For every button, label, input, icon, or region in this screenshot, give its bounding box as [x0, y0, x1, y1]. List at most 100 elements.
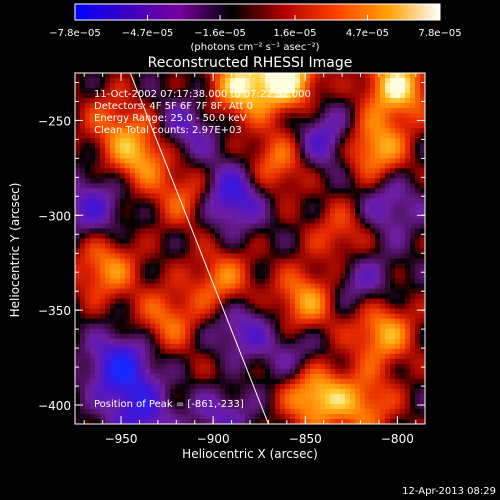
heatmap-cell — [370, 328, 376, 335]
heatmap-cell — [305, 238, 311, 244]
heatmap-cell — [300, 188, 306, 194]
heatmap-cell — [370, 288, 376, 295]
heatmap-cell — [415, 283, 421, 290]
heatmap-cell — [320, 148, 326, 154]
heatmap-cell — [365, 93, 371, 99]
heatmap-cell — [120, 168, 126, 174]
heatmap-cell — [340, 363, 346, 370]
heatmap-cell — [95, 123, 101, 129]
heatmap-cell — [270, 238, 276, 244]
heatmap-cell — [265, 293, 271, 300]
heatmap-cell — [335, 193, 341, 199]
heatmap-cell — [350, 288, 356, 295]
heatmap-cell — [405, 153, 411, 159]
heatmap-cell — [125, 223, 131, 229]
heatmap-cell — [180, 383, 186, 390]
heatmap-cell — [290, 238, 296, 244]
heatmap-cell — [95, 343, 101, 350]
heatmap-cell — [295, 263, 301, 269]
heatmap-cell — [220, 283, 226, 290]
heatmap-cell — [115, 178, 121, 184]
heatmap-cell — [340, 348, 346, 355]
heatmap-cell — [190, 173, 196, 179]
heatmap-cell — [315, 333, 321, 340]
heatmap-cell — [300, 113, 306, 119]
heatmap-cell — [405, 143, 411, 149]
heatmap-cell — [355, 143, 361, 149]
heatmap-cell — [290, 393, 296, 400]
heatmap-cell — [365, 208, 371, 214]
heatmap-cell — [365, 353, 371, 360]
heatmap-cell — [325, 293, 331, 300]
heatmap-cell — [165, 318, 171, 325]
heatmap-cell — [200, 183, 206, 189]
heatmap-cell — [100, 228, 106, 234]
heatmap-cell — [185, 368, 191, 375]
heatmap-cell — [270, 263, 276, 269]
heatmap-cell — [145, 183, 151, 189]
heatmap-cell — [315, 243, 321, 249]
heatmap-cell — [420, 253, 425, 259]
heatmap-cell — [105, 308, 111, 315]
heatmap-cell — [170, 113, 176, 119]
heatmap-cell — [300, 258, 306, 264]
heatmap-cell — [265, 213, 271, 219]
heatmap-cell — [190, 238, 196, 244]
heatmap-cell — [365, 303, 371, 310]
heatmap-cell — [195, 353, 201, 360]
heatmap-cell — [95, 223, 101, 229]
heatmap-cell — [320, 173, 326, 179]
heatmap-cell — [105, 378, 111, 385]
heatmap-cell — [305, 323, 311, 330]
heatmap-cell — [320, 88, 326, 94]
heatmap-cell — [185, 188, 191, 194]
heatmap-cell — [245, 158, 251, 164]
heatmap-cell — [420, 168, 425, 174]
heatmap-cell — [145, 328, 151, 335]
heatmap-cell — [110, 153, 116, 159]
heatmap-cell — [255, 188, 261, 194]
heatmap-cell — [390, 113, 396, 119]
heatmap-cell — [390, 193, 396, 199]
heatmap-cell — [290, 328, 296, 335]
heatmap-cell — [350, 413, 356, 420]
heatmap-cell — [275, 183, 281, 189]
heatmap-cell — [180, 413, 186, 420]
heatmap-cell — [400, 313, 406, 320]
heatmap-cell — [355, 253, 361, 259]
heatmap-cell — [365, 253, 371, 259]
heatmap-cell — [105, 273, 111, 279]
heatmap-cell — [240, 288, 246, 295]
heatmap-cell — [95, 158, 101, 164]
heatmap-cell — [235, 283, 241, 290]
heatmap-cell — [335, 383, 341, 390]
heatmap-cell — [370, 228, 376, 234]
heatmap-cell — [235, 168, 241, 174]
heatmap-cell — [235, 338, 241, 345]
heatmap-cell — [115, 163, 121, 169]
heatmap-cell — [205, 73, 211, 79]
heatmap-cell — [370, 243, 376, 249]
heatmap-cell — [110, 393, 116, 400]
heatmap-cell — [225, 188, 231, 194]
heatmap-cell — [325, 198, 331, 204]
heatmap-cell — [275, 308, 281, 315]
heatmap-cell — [160, 228, 166, 234]
heatmap-cell — [310, 243, 316, 249]
heatmap-cell — [145, 288, 151, 295]
heatmap-cell — [90, 383, 96, 390]
heatmap-cell — [110, 123, 116, 129]
heatmap-cell — [245, 258, 251, 264]
heatmap-cell — [375, 318, 381, 325]
heatmap-cell — [290, 123, 296, 129]
heatmap-cell — [295, 188, 301, 194]
heatmap-cell — [165, 358, 171, 365]
heatmap-cell — [230, 238, 236, 244]
heatmap-cell — [290, 263, 296, 269]
heatmap-cell — [345, 273, 351, 279]
heatmap-cell — [265, 318, 271, 325]
heatmap-cell — [255, 268, 261, 274]
heatmap-cell — [265, 263, 271, 269]
heatmap-cell — [260, 343, 266, 350]
heatmap-cell — [365, 363, 371, 370]
